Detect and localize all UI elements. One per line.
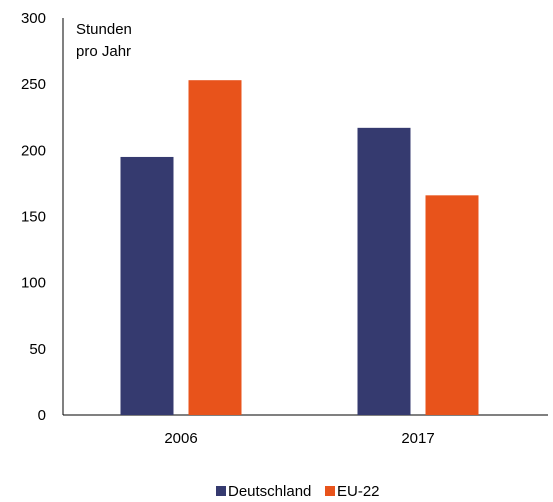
y-unit-label-line-1: Stunden <box>76 21 132 38</box>
bars-group <box>120 80 479 416</box>
bar-eu-22-2006 <box>188 80 242 416</box>
x-category-label: 2017 <box>401 430 434 447</box>
bar-deutschland-2006 <box>120 156 174 415</box>
legend-label-deutschland: Deutschland <box>228 483 311 500</box>
y-tick-label: 300 <box>21 10 46 27</box>
x-category-labels: 2006 2017 <box>164 430 434 447</box>
y-tick-label: 0 <box>38 407 46 424</box>
legend: Deutschland EU-22 <box>216 483 380 500</box>
y-tick-label: 100 <box>21 275 46 292</box>
bar-deutschland-2017 <box>357 127 411 415</box>
bar-eu-22-2017 <box>425 195 479 415</box>
legend-label-eu-22: EU-22 <box>337 483 380 500</box>
legend-swatch-eu-22 <box>325 486 335 496</box>
y-tick-label: 200 <box>21 142 46 159</box>
x-category-label: 2006 <box>164 430 197 447</box>
y-tick-label: 250 <box>21 76 46 93</box>
legend-swatch-deutschland <box>216 486 226 496</box>
y-tick-label: 50 <box>29 341 46 358</box>
y-axis: 0 50 100 150 200 250 300 <box>21 10 64 424</box>
y-tick-label: 150 <box>21 209 46 226</box>
y-unit-label-line-2: pro Jahr <box>76 43 131 60</box>
